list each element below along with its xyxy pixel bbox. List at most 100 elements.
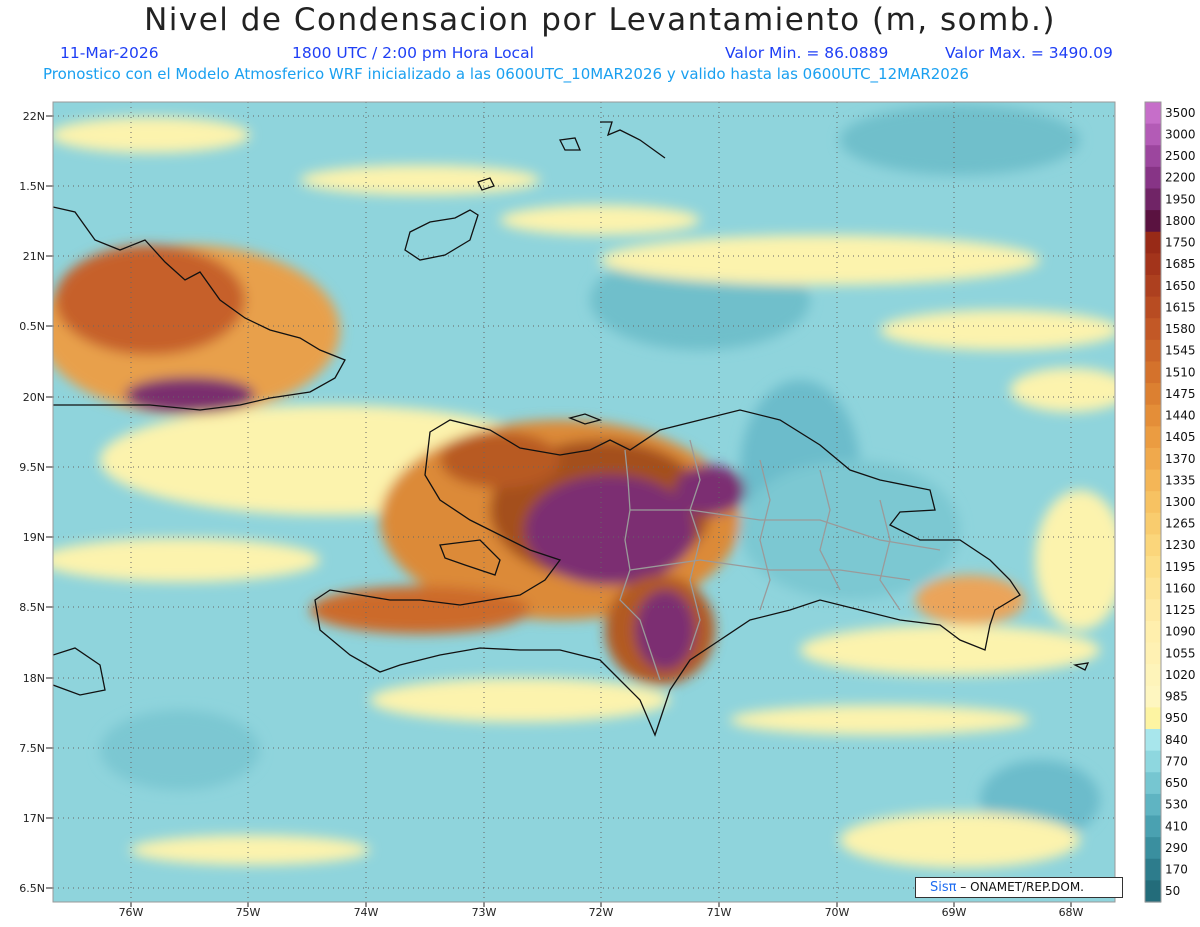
colorbar-label: 410 xyxy=(1165,819,1188,833)
colorbar-label: 3500 xyxy=(1165,106,1196,120)
colorbar-swatch xyxy=(1145,318,1161,341)
credit-box: Sisπ – ONAMET/REP.DOM. xyxy=(915,877,1123,898)
colorbar-swatch xyxy=(1145,102,1161,125)
colorbar-swatch xyxy=(1145,447,1161,471)
colorbar-label: 1335 xyxy=(1165,473,1196,487)
map-title: Nivel de Condensacion por Levantamiento … xyxy=(144,2,1056,38)
lat-label: 18N xyxy=(23,672,45,685)
colorbar-swatch xyxy=(1145,123,1161,146)
colorbar-frame xyxy=(1144,101,1162,903)
colorbar-label: 950 xyxy=(1165,711,1188,725)
colorbar-swatch xyxy=(1145,512,1161,536)
colorbar-label: 1750 xyxy=(1165,236,1196,250)
colorbar-label: 1800 xyxy=(1165,214,1196,228)
colorbar-swatch xyxy=(1145,188,1161,211)
colorbar-label: 1090 xyxy=(1165,625,1196,639)
province-borders xyxy=(619,439,941,681)
colorbar-label: 50 xyxy=(1165,884,1180,898)
colorbar-label: 1230 xyxy=(1165,538,1196,552)
forecast-time: 1800 UTC / 2:00 pm Hora Local xyxy=(292,44,534,62)
lat-label: 1.5N xyxy=(19,180,45,193)
forecast-date: 11-Mar-2026 xyxy=(60,44,159,62)
colorbar-label: 1160 xyxy=(1165,581,1196,595)
colorbar-label: 1580 xyxy=(1165,322,1196,336)
colorbar-label: 1545 xyxy=(1165,344,1196,358)
colorbar-label: 985 xyxy=(1165,690,1188,704)
coastlines xyxy=(53,121,1090,737)
colorbar-swatch xyxy=(1145,685,1161,708)
colorbar-swatch xyxy=(1145,426,1161,449)
colorbar-swatch xyxy=(1145,383,1161,406)
colorbar-label: 1055 xyxy=(1165,646,1196,660)
colorbar-swatch xyxy=(1145,837,1161,860)
colorbar-label: 1195 xyxy=(1165,560,1196,574)
colorbar-swatch xyxy=(1145,145,1161,168)
colorbar-swatch xyxy=(1145,664,1161,687)
colorbar-label: 1020 xyxy=(1165,668,1196,682)
coastline-hispaniola xyxy=(314,409,1021,737)
colorbar-swatch xyxy=(1145,750,1161,773)
coastline-tortuga xyxy=(567,413,603,425)
colorbar-label: 1650 xyxy=(1165,279,1196,293)
coastline-gonave xyxy=(439,539,501,576)
colorbar-label: 3000 xyxy=(1165,127,1196,141)
colorbar-swatch xyxy=(1145,296,1161,319)
lon-label: 75W xyxy=(236,906,261,919)
colorbar-swatch xyxy=(1145,210,1161,233)
colorbar-label: 1440 xyxy=(1165,409,1196,423)
colorbar-label: 170 xyxy=(1165,863,1188,877)
colorbar-swatch xyxy=(1145,599,1161,622)
colorbar-swatch xyxy=(1145,274,1161,298)
lon-label: 71W xyxy=(707,906,732,919)
colorbar: 3500 3000 2500 2200 1950 1800 1750 1685 1650 1615… xyxy=(1144,101,1196,903)
colorbar-swatch xyxy=(1145,707,1161,730)
lat-label: 0.5N xyxy=(19,320,45,333)
colorbar-label: 530 xyxy=(1165,798,1188,812)
colorbar-swatch xyxy=(1145,556,1161,579)
colorbar-label: 1475 xyxy=(1165,387,1196,401)
colorbar-label: 1125 xyxy=(1165,603,1196,617)
colorbar-label: 1405 xyxy=(1165,430,1196,444)
colorbar-swatch xyxy=(1145,404,1161,427)
lon-label: 68W xyxy=(1059,906,1084,919)
colorbar-swatch xyxy=(1145,339,1161,363)
longitude-labels: 76W 75W 74W 73W 72W 71W 70W 69W 68W xyxy=(119,906,1084,919)
coastline-inagua xyxy=(404,209,479,261)
credit-org: – ONAMET/REP.DOM. xyxy=(956,880,1084,894)
colorbar-swatch xyxy=(1145,231,1161,254)
model-info: Pronostico con el Modelo Atmosferico WRF… xyxy=(43,65,969,83)
colorbar-swatch xyxy=(1145,815,1161,838)
colorbar-swatch xyxy=(1145,253,1161,276)
lon-label: 72W xyxy=(589,906,614,919)
colorbar-label: 1615 xyxy=(1165,300,1196,314)
colorbar-label: 840 xyxy=(1165,733,1188,747)
colorbar-swatch xyxy=(1145,772,1161,795)
colorbar-swatch xyxy=(1145,491,1161,514)
colorbar-label: 1510 xyxy=(1165,365,1196,379)
colorbar-swatch xyxy=(1145,793,1161,817)
colorbar-swatch xyxy=(1145,880,1161,903)
coastline-cuba xyxy=(53,206,346,411)
lat-label: 6.5N xyxy=(19,882,45,895)
colorbar-swatch xyxy=(1145,361,1161,384)
colorbar-label: 2500 xyxy=(1165,149,1196,163)
colorbar-label: 290 xyxy=(1165,841,1188,855)
lon-label: 73W xyxy=(472,906,497,919)
lon-label: 76W xyxy=(119,906,144,919)
sistpi-logo: Sisπ xyxy=(930,880,957,895)
colorbar-swatch xyxy=(1145,729,1161,752)
lon-label: 69W xyxy=(942,906,967,919)
colorbar-swatch xyxy=(1145,620,1161,644)
colorbar-label: 1300 xyxy=(1165,495,1196,509)
value-max: Valor Max. = 3490.09 xyxy=(945,44,1113,62)
colorbar-label: 1685 xyxy=(1165,257,1196,271)
coastline-caicos xyxy=(600,121,666,159)
value-min: Valor Min. = 86.0889 xyxy=(725,44,889,62)
colorbar-swatch xyxy=(1145,534,1161,557)
colorbar-label: 2200 xyxy=(1165,171,1196,185)
lat-label: 19N xyxy=(23,531,45,544)
colorbar-swatch xyxy=(1145,469,1161,492)
lat-label: 9.5N xyxy=(19,461,45,474)
colorbar-label: 1265 xyxy=(1165,517,1196,531)
